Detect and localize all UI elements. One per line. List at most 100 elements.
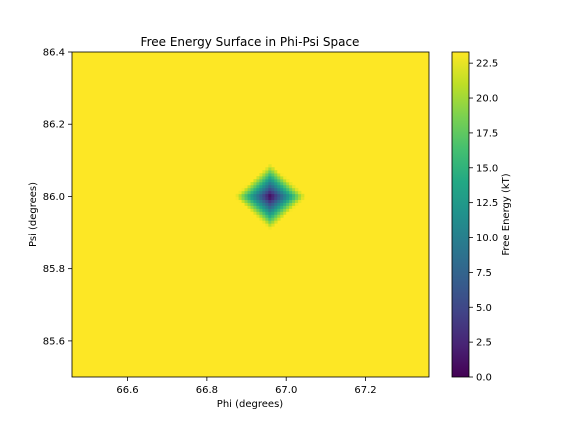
heatmap-cell xyxy=(241,190,245,195)
heatmap-cell xyxy=(271,202,275,206)
heatmap-cell xyxy=(262,196,266,201)
heatmap-cell xyxy=(274,217,278,221)
heatmap-cell xyxy=(280,187,284,192)
heatmap-cell xyxy=(247,184,251,189)
heatmap-cell xyxy=(283,193,287,198)
heatmap-cell xyxy=(262,193,266,198)
colorbar-tick-label: 7.5 xyxy=(476,268,492,279)
heatmap-background xyxy=(72,52,429,377)
heatmap-cell xyxy=(271,173,275,177)
heatmap-cell xyxy=(250,202,254,206)
colorbar-tick-label: 12.5 xyxy=(476,198,498,209)
heatmap-cell xyxy=(286,202,290,206)
heatmap-cell xyxy=(268,179,272,183)
heatmap-cell xyxy=(274,193,278,198)
heatmap-cell xyxy=(259,205,263,209)
heatmap-cell xyxy=(265,173,269,177)
heatmap-cell xyxy=(289,193,293,198)
heatmap-cell xyxy=(259,196,263,201)
heatmap-cell xyxy=(253,202,257,206)
heatmap-cell xyxy=(295,196,299,201)
heatmap-cell xyxy=(277,179,281,183)
heatmap-cell xyxy=(262,202,266,206)
heatmap-cell xyxy=(274,196,278,201)
heatmap-cell xyxy=(280,199,284,203)
heatmap-cell xyxy=(289,208,293,212)
heatmap-cell xyxy=(265,211,269,215)
heatmap-cell xyxy=(250,208,254,212)
heatmap-cell xyxy=(262,217,266,221)
heatmap-cell xyxy=(268,220,272,224)
heatmap-cell xyxy=(280,205,284,209)
heatmap-cell xyxy=(262,199,266,203)
heatmap-cell xyxy=(259,199,263,203)
heatmap-cell xyxy=(247,196,251,201)
heatmap-cell xyxy=(277,202,281,206)
heatmap-cell xyxy=(265,220,269,224)
heatmap-cell xyxy=(268,199,272,203)
heatmap-cell xyxy=(301,196,305,201)
heatmap-cell xyxy=(271,196,275,201)
heatmap-cell xyxy=(268,170,272,174)
heatmap-cell xyxy=(289,187,293,192)
heatmap-cell xyxy=(256,182,260,186)
heatmap-cell xyxy=(268,214,272,218)
y-tick-label: 86.2 xyxy=(43,120,65,131)
heatmap-cell xyxy=(238,196,242,201)
chart-title: Free Energy Surface in Phi-Psi Space xyxy=(141,35,360,49)
heatmap-cell xyxy=(265,199,269,203)
heatmap-cell xyxy=(274,199,278,203)
heatmap-cells xyxy=(72,52,429,377)
colorbar-tick-label: 2.5 xyxy=(476,338,492,349)
heatmap-cell xyxy=(295,199,299,203)
heatmap-cell xyxy=(262,182,266,186)
heatmap-cell xyxy=(283,196,287,201)
heatmap-cell xyxy=(265,182,269,186)
heatmap-cell xyxy=(277,196,281,201)
heatmap-cell xyxy=(286,211,290,215)
heatmap-cell xyxy=(253,208,257,212)
y-axis-label: Psi (degrees) xyxy=(28,182,39,247)
heatmap-cell xyxy=(295,187,299,192)
heatmap-cell xyxy=(280,208,284,212)
heatmap-cell xyxy=(262,214,266,218)
heatmap-cell xyxy=(277,182,281,186)
heatmap-cell xyxy=(274,205,278,209)
heatmap-cell xyxy=(244,187,248,192)
heatmap-cell xyxy=(295,190,299,195)
heatmap-cell xyxy=(235,193,239,198)
heatmap-cell xyxy=(268,193,272,198)
heatmap-cell xyxy=(247,182,251,186)
heatmap-cell xyxy=(259,179,263,183)
heatmap-cell xyxy=(283,208,287,212)
heatmap-cell xyxy=(265,208,269,212)
heatmap-cell xyxy=(268,211,272,215)
heatmap-cell xyxy=(268,182,272,186)
heatmap-cell xyxy=(262,190,266,195)
heatmap-cell xyxy=(289,202,293,206)
heatmap-cell xyxy=(265,193,269,198)
heatmap-cell xyxy=(250,196,254,201)
heatmap-cell xyxy=(268,205,272,209)
heatmap-cell xyxy=(283,211,287,215)
heatmap-cell xyxy=(286,193,290,198)
heatmap-cell xyxy=(271,223,275,227)
heatmap-cell xyxy=(247,193,251,198)
heatmap-cell xyxy=(265,176,269,180)
heatmap-cell xyxy=(280,214,284,218)
heatmap-cell xyxy=(238,199,242,203)
colorbar-tick-label: 17.5 xyxy=(476,128,498,139)
heatmap-cell xyxy=(265,223,269,227)
x-axis-label: Phi (degrees) xyxy=(217,399,283,410)
heatmap-cell xyxy=(262,170,266,174)
x-tick-label: 67.2 xyxy=(354,385,376,396)
heatmap-cell xyxy=(247,205,251,209)
heatmap-cell xyxy=(262,187,266,192)
heatmap-cell xyxy=(265,170,269,174)
heatmap-cell xyxy=(271,184,275,189)
heatmap-cell xyxy=(289,184,293,189)
heatmap-cell xyxy=(259,214,263,218)
heatmap-cell xyxy=(262,220,266,224)
heatmap-cell xyxy=(283,205,287,209)
